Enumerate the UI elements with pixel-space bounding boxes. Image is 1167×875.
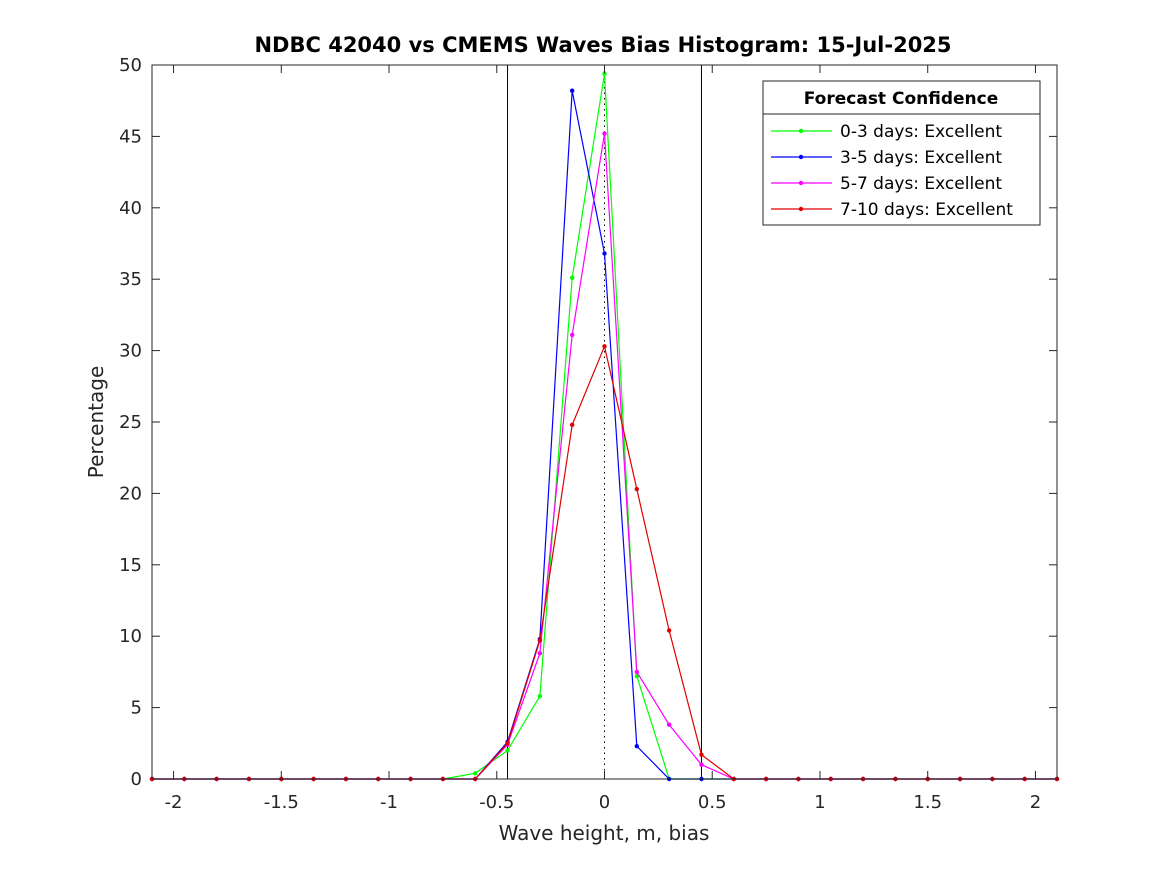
legend-label: 5-7 days: Excellent	[840, 174, 1002, 194]
data-point	[569, 275, 575, 280]
data-point	[634, 486, 640, 492]
x-tick-label: 0.5	[698, 792, 727, 813]
legend-marker	[798, 128, 804, 134]
data-point	[602, 344, 607, 349]
y-axis: 0 5 10 15 20 25 30 35 40 45 50	[119, 55, 1057, 790]
data-point	[602, 131, 607, 136]
y-tick-label: 25	[119, 412, 142, 433]
y-tick-label: 50	[119, 55, 142, 76]
data-point	[602, 71, 607, 76]
data-point	[699, 752, 704, 757]
data-point	[505, 741, 510, 746]
y-tick-label: 15	[119, 555, 142, 576]
data-point	[537, 693, 543, 699]
legend-marker	[798, 180, 804, 186]
data-point	[537, 638, 543, 643]
reference-lines	[507, 65, 702, 779]
x-tick-label: 1.5	[913, 792, 942, 813]
data-point	[569, 88, 575, 93]
data-point	[634, 673, 640, 679]
y-tick-label: 30	[119, 341, 142, 362]
x-axis-label: Wave height, m, bias	[499, 821, 710, 845]
x-tick-label: 1	[814, 792, 825, 813]
data-point	[666, 628, 672, 633]
legend-items: 0-3 days: Excellent 3-5 days: Excellent 5-…	[771, 122, 1013, 220]
y-axis-label: Percentage	[84, 366, 108, 479]
y-tick-label: 5	[131, 698, 142, 719]
x-axis: -2 -1.5 -1 -0.5 0 0.5 1 1.5 2	[165, 65, 1041, 813]
data-point	[569, 332, 575, 338]
legend-marker	[798, 206, 804, 212]
legend-marker	[798, 154, 804, 160]
chart-title: NDBC 42040 vs CMEMS Waves Bias Histogram…	[254, 33, 951, 57]
data-point	[537, 651, 543, 656]
x-tick-label: -0.5	[479, 792, 514, 813]
x-tick-label: 0	[599, 792, 610, 813]
data-point	[569, 422, 575, 428]
legend-box	[762, 80, 1041, 226]
data-point	[505, 748, 510, 753]
legend-label: 7-10 days: Excellent	[840, 200, 1013, 220]
x-tick-label: 2	[1030, 792, 1041, 813]
legend-label: 3-5 days: Excellent	[840, 148, 1002, 168]
data-point	[634, 669, 640, 675]
y-tick-label: 45	[119, 126, 142, 147]
data-point	[699, 762, 704, 767]
data-point	[473, 771, 478, 776]
data-point	[602, 251, 607, 256]
x-tick-label: -2	[165, 792, 183, 813]
x-tick-label: -1.5	[264, 792, 299, 813]
data-point	[666, 722, 672, 727]
data-point	[634, 743, 640, 749]
y-tick-label: 20	[119, 483, 142, 504]
legend: Forecast Confidence 0-3 days: Excellent 3…	[762, 80, 1041, 226]
y-tick-label: 10	[119, 626, 142, 647]
y-tick-label: 0	[131, 769, 142, 790]
legend-label: 0-3 days: Excellent	[840, 122, 1002, 142]
x-tick-label: -1	[380, 792, 398, 813]
y-tick-label: 40	[119, 198, 142, 219]
y-tick-label: 35	[119, 269, 142, 290]
legend-title: Forecast Confidence	[804, 89, 999, 109]
